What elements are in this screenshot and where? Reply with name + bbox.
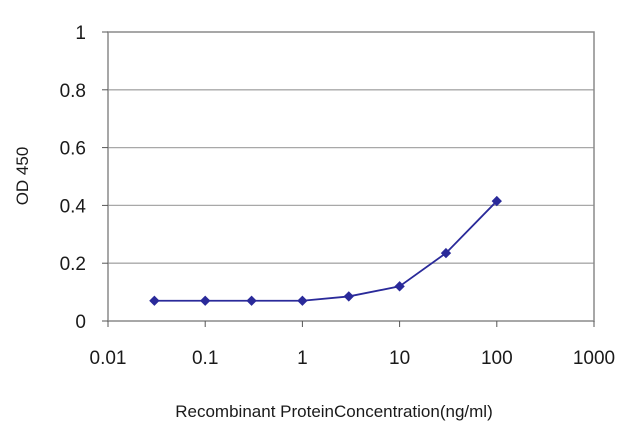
data-point-marker [343,291,354,302]
y-tick-label: 0.8 [60,81,86,102]
y-axis-label: OD 450 [13,147,32,206]
x-axis-label: Recombinant ProteinConcentration(ng/ml) [175,402,493,421]
x-tick-label: 0.01 [90,348,127,369]
data-point-marker [394,281,405,292]
data-point-marker [297,295,308,306]
y-tick-label: 1 [75,23,86,44]
y-tick-label: 0.2 [60,254,86,275]
plot-area-frame [107,31,595,322]
x-tick-label: 10 [389,348,410,369]
x-axis-ticks: 0.01 0.1 1 10 100 1000 [90,321,615,369]
x-tick-label: 100 [481,348,513,369]
data-point-marker [200,295,211,306]
series-layer [149,195,502,306]
x-tick-label: 0.1 [192,348,218,369]
data-point-marker [246,295,257,306]
series-line [154,200,498,302]
y-tick-label: 0.6 [60,139,86,160]
data-point-marker [149,295,160,306]
x-tick-label: 1 [297,348,308,369]
y-tick-label: 0 [75,312,86,333]
data-point-marker [491,195,502,207]
y-tick-label: 0.4 [60,196,87,217]
y-axis-ticks: 0 0.2 0.4 0.6 0.8 1 [60,23,108,333]
gridlines [108,89,594,264]
x-tick-label: 1000 [573,348,615,369]
data-point-marker [440,247,452,259]
